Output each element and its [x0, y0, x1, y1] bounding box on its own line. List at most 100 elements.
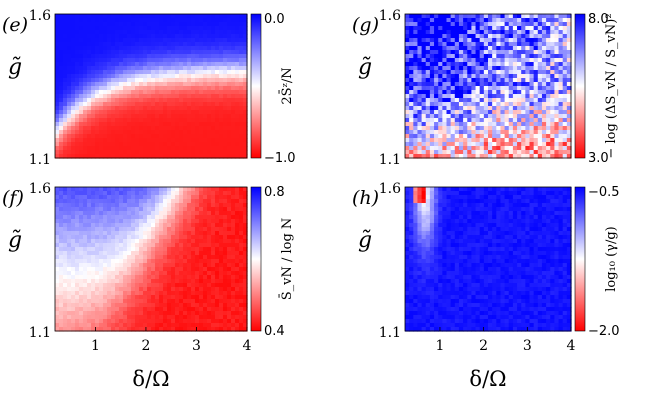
heatmap-cell [163, 291, 168, 296]
y-axis-label: g̃ [358, 55, 372, 80]
panel-e-colorbar [250, 13, 262, 159]
heatmap-cell [215, 267, 220, 272]
heatmap-cell [83, 207, 88, 212]
heatmap-cell [517, 62, 522, 67]
heatmap-cell [147, 295, 152, 300]
heatmap-cell [59, 295, 64, 300]
heatmap-cell [71, 243, 76, 248]
heatmap-cell [203, 299, 208, 304]
heatmap-cell [143, 211, 148, 216]
heatmap-cell [179, 299, 184, 304]
heatmap-cell [71, 74, 76, 79]
heatmap-cell [191, 279, 196, 284]
heatmap-cell [179, 215, 184, 220]
heatmap-cell [127, 142, 132, 147]
heatmap-cell [546, 114, 551, 119]
heatmap-cell [207, 307, 212, 312]
heatmap-cell [159, 235, 164, 240]
heatmap-cell [127, 207, 132, 212]
heatmap-cell [203, 138, 208, 143]
heatmap-cell [496, 126, 502, 131]
heatmap-cell [171, 98, 176, 103]
heatmap-cell [434, 78, 439, 83]
heatmap-cell [115, 307, 120, 312]
heatmap-cell [454, 142, 460, 147]
heatmap-cell [59, 299, 64, 304]
heatmap-cell [187, 279, 192, 284]
heatmap-cell [151, 134, 156, 139]
heatmap-cell [59, 154, 64, 159]
heatmap-cell [413, 26, 419, 31]
heatmap-cell [123, 102, 128, 107]
heatmap-cell [231, 231, 236, 236]
heatmap-cell [147, 215, 152, 220]
heatmap-cell [442, 98, 448, 103]
heatmap-cell [67, 231, 72, 236]
heatmap-cell [203, 54, 208, 59]
heatmap-cell [167, 34, 172, 39]
heatmap-cell [529, 130, 535, 135]
heatmap-cell [521, 122, 526, 127]
heatmap-cell [59, 90, 64, 95]
heatmap-cell [187, 275, 192, 280]
heatmap-cell [55, 122, 60, 127]
heatmap-cell [183, 70, 188, 75]
heatmap-cell [525, 66, 531, 71]
heatmap-cell [67, 30, 72, 35]
heatmap-cell [59, 34, 64, 39]
heatmap-cell [195, 86, 200, 91]
heatmap-cell [235, 223, 240, 228]
heatmap-cell [175, 227, 180, 232]
heatmap-cell [119, 94, 124, 99]
heatmap-cell [203, 62, 208, 67]
heatmap-cell [83, 126, 88, 131]
heatmap-cell [413, 134, 419, 139]
heatmap-cell [111, 259, 116, 264]
heatmap-cell [187, 283, 192, 288]
heatmap-cell [107, 74, 112, 79]
heatmap-cell [243, 195, 248, 200]
heatmap-cell [63, 74, 68, 79]
heatmap-cell [159, 319, 164, 324]
heatmap-cell [151, 150, 156, 155]
heatmap-cell [227, 323, 232, 328]
heatmap-cell [243, 46, 248, 51]
heatmap-cell [167, 251, 172, 256]
heatmap-cell [227, 263, 232, 268]
heatmap-cell [139, 74, 144, 79]
heatmap-cell [151, 98, 156, 103]
heatmap-cell [219, 283, 224, 288]
heatmap-cell [558, 114, 564, 119]
heatmap-cell [429, 102, 435, 107]
heatmap-cell [75, 70, 80, 75]
heatmap-cell [488, 18, 493, 23]
heatmap-cell [115, 243, 120, 248]
heatmap-cell [87, 18, 92, 23]
heatmap-cell [127, 227, 132, 232]
heatmap-cell [67, 239, 72, 244]
heatmap-cell [139, 106, 144, 111]
heatmap-cell [183, 102, 188, 107]
heatmap-cell [171, 42, 176, 47]
heatmap-cell [127, 259, 132, 264]
heatmap-cell [183, 118, 188, 123]
heatmap-cell [127, 114, 132, 119]
heatmap-cell [541, 42, 547, 47]
heatmap-cell [207, 34, 212, 39]
heatmap-cell [496, 130, 502, 135]
heatmap-cell [207, 14, 212, 19]
heatmap-cell [111, 223, 116, 228]
heatmap-cell [223, 82, 228, 87]
heatmap-cell [471, 74, 477, 79]
heatmap-cell [203, 223, 208, 228]
heatmap-cell [191, 315, 196, 320]
heatmap-cell [500, 74, 506, 79]
heatmap-cell [103, 275, 108, 280]
heatmap-cell [63, 311, 68, 316]
heatmap-cell [425, 94, 431, 99]
heatmap-cell [159, 58, 164, 63]
heatmap-cell [87, 223, 92, 228]
heatmap-cell [504, 66, 510, 71]
heatmap-cell [223, 118, 228, 123]
heatmap-cell [508, 98, 514, 103]
